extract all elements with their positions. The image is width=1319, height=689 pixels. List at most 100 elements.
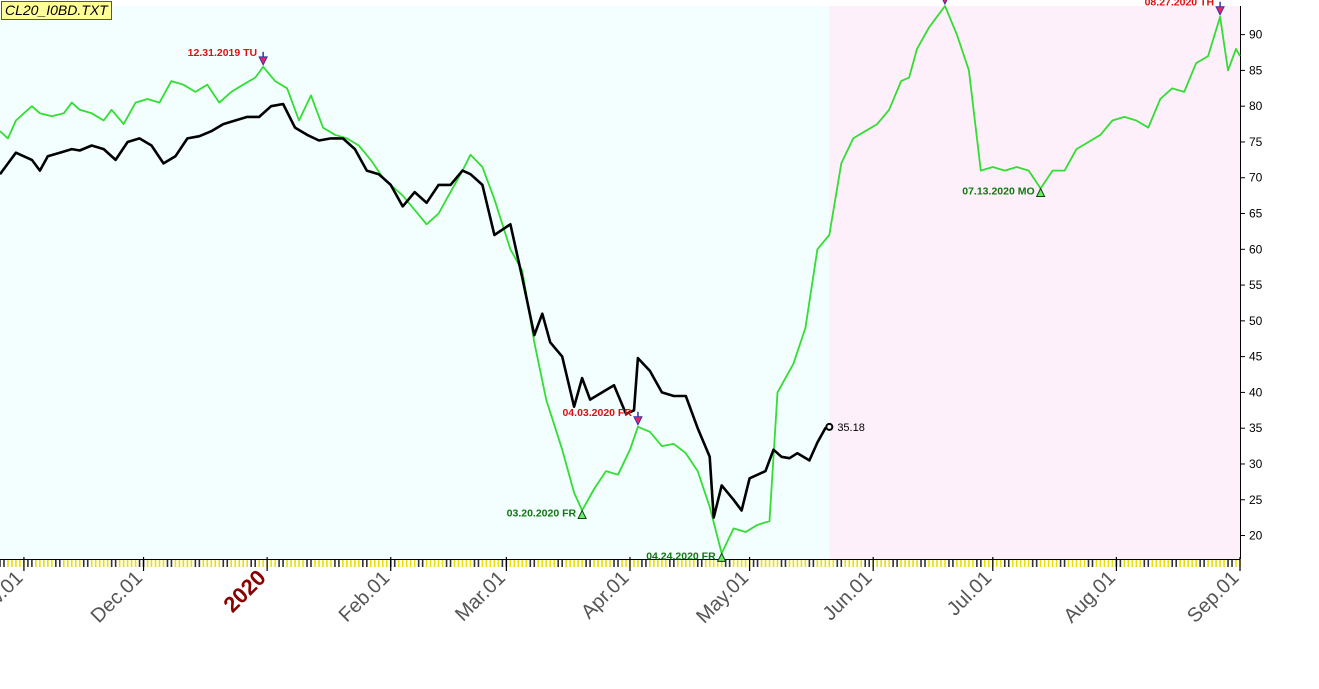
day-tick (625, 560, 627, 567)
day-tick (796, 560, 799, 567)
y-tick-label: 25 (1249, 493, 1263, 507)
high-arrow-icon (258, 56, 268, 66)
annotation-label: 08.27.2020 TH (1145, 0, 1214, 9)
day-tick (1075, 560, 1078, 567)
day-tick (728, 560, 731, 567)
day-tick (318, 560, 320, 567)
day-tick (613, 560, 615, 567)
day-tick (170, 560, 173, 567)
day-tick (1163, 560, 1166, 567)
day-tick (1195, 560, 1197, 567)
day-tick (788, 560, 791, 567)
day-tick (310, 560, 312, 567)
y-tick-label: 35 (1249, 421, 1263, 435)
day-tick (242, 560, 245, 567)
day-tick (1183, 560, 1185, 567)
day-tick (609, 560, 611, 567)
day-tick (449, 560, 452, 567)
day-tick (681, 560, 683, 567)
day-tick (230, 560, 233, 567)
day-tick (597, 560, 599, 567)
day-tick (776, 560, 779, 567)
day-tick (118, 560, 121, 567)
day-tick (824, 560, 827, 567)
day-tick (1087, 560, 1090, 567)
day-tick (880, 560, 882, 567)
day-tick (724, 560, 727, 567)
day-tick (198, 560, 201, 567)
x-month-label: Mar.01 (451, 567, 510, 626)
price-series-line (0, 102, 830, 519)
day-tick (984, 560, 986, 567)
y-tick-label: 50 (1249, 314, 1263, 328)
x-month-label: Apr.01 (577, 567, 633, 623)
y-tick-label: 55 (1249, 278, 1263, 292)
day-tick (82, 560, 85, 567)
day-tick (342, 560, 344, 567)
day-tick (537, 560, 540, 567)
day-tick (573, 560, 575, 567)
day-tick (641, 560, 643, 567)
day-tick (1107, 560, 1110, 567)
day-tick (190, 560, 193, 567)
day-tick (66, 560, 69, 567)
day-tick (1091, 560, 1094, 567)
day-tick (808, 560, 811, 567)
day-tick (461, 560, 464, 567)
day-tick (166, 560, 169, 567)
day-tick (381, 560, 384, 567)
day-tick (138, 560, 141, 567)
x-month-label: Sep.01 (1183, 567, 1243, 627)
day-tick (760, 560, 763, 567)
day-tick (696, 560, 699, 567)
annotation-label: 12.31.2019 TU (188, 47, 257, 59)
day-tick (756, 560, 759, 567)
day-tick (298, 560, 300, 567)
day-tick (1151, 560, 1154, 567)
day-tick (51, 560, 53, 567)
day-tick (1111, 560, 1114, 567)
day-tick (840, 560, 843, 567)
day-tick (206, 560, 209, 567)
high-arrow-icon (1215, 6, 1225, 16)
day-tick (238, 560, 241, 567)
day-tick (844, 560, 847, 567)
day-tick (222, 560, 225, 567)
day-tick (7, 560, 9, 567)
day-tick (569, 560, 571, 567)
day-tick (517, 560, 520, 567)
x-month-label: May.01 (692, 567, 753, 628)
day-tick (1047, 560, 1050, 567)
day-tick (246, 560, 249, 567)
day-tick (401, 560, 404, 567)
annotation-label: 04.03.2020 FR (562, 407, 632, 419)
day-tick (70, 560, 73, 567)
day-tick (469, 560, 472, 567)
day-tick (1223, 560, 1225, 567)
day-tick (477, 560, 480, 567)
day-tick (545, 560, 548, 567)
day-tick (800, 560, 803, 567)
day-tick (453, 560, 456, 567)
day-tick (481, 560, 484, 567)
x-year-label: 2020 (218, 565, 270, 617)
day-tick (250, 560, 252, 567)
day-tick (661, 560, 663, 567)
day-tick (1227, 560, 1229, 567)
day-tick (226, 560, 229, 567)
day-tick (421, 560, 424, 567)
day-tick (322, 560, 324, 567)
day-tick (3, 560, 5, 567)
day-tick (896, 560, 898, 567)
day-tick (553, 560, 556, 567)
day-tick (1007, 560, 1010, 567)
high-arrow-icon (633, 416, 643, 426)
day-tick (960, 560, 962, 567)
day-tick (704, 560, 707, 567)
day-tick (812, 560, 815, 567)
day-tick (1175, 560, 1178, 567)
day-tick (1131, 560, 1134, 567)
y-tick-label: 60 (1249, 242, 1263, 256)
day-tick (154, 560, 157, 567)
day-tick (1071, 560, 1074, 567)
